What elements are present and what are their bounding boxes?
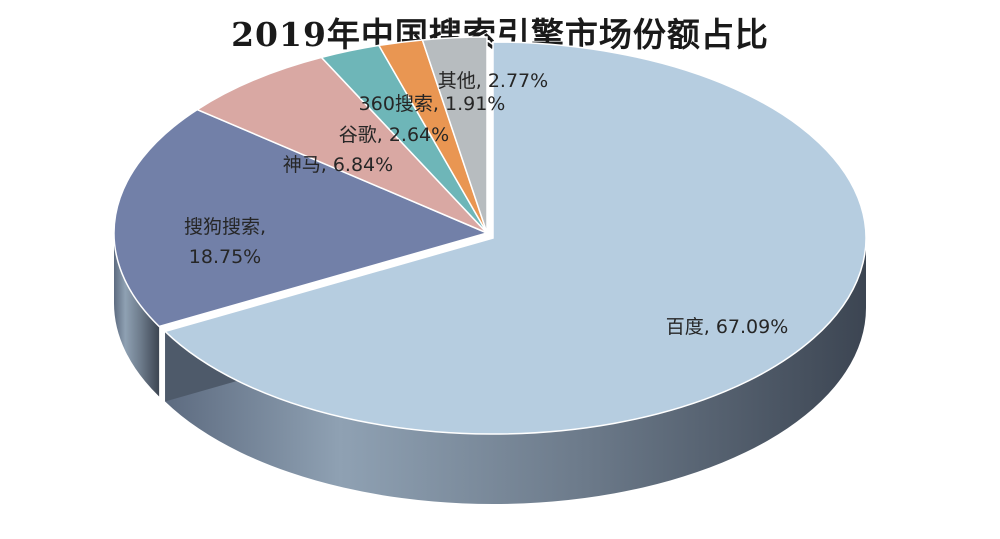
pie-side-baidu bbox=[165, 238, 866, 504]
slice-label-2: 神马, 6.84% bbox=[283, 154, 393, 176]
pie-slice-2 bbox=[195, 56, 488, 234]
pie-slice-5 bbox=[421, 36, 488, 234]
slice-label-0: 百度, 67.09% bbox=[666, 316, 789, 338]
pie-labels: 百度, 67.09% 搜狗搜索, 18.75% 神马, 6.84% 谷歌, 2.64% 3… bbox=[184, 70, 788, 338]
pie-tops bbox=[113, 36, 867, 435]
slice-label-5: 其他, 2.77% bbox=[438, 70, 548, 92]
slice-label-1: 搜狗搜索, 18.75% bbox=[184, 216, 266, 268]
slice-label-4: 360搜索, 1.91% bbox=[359, 93, 506, 115]
pie-slice-1 bbox=[113, 108, 490, 328]
pie-side-slice-1 bbox=[114, 233, 160, 397]
slice-label-3: 谷歌, 2.64% bbox=[339, 124, 449, 146]
pie-slice-0 bbox=[163, 41, 867, 435]
